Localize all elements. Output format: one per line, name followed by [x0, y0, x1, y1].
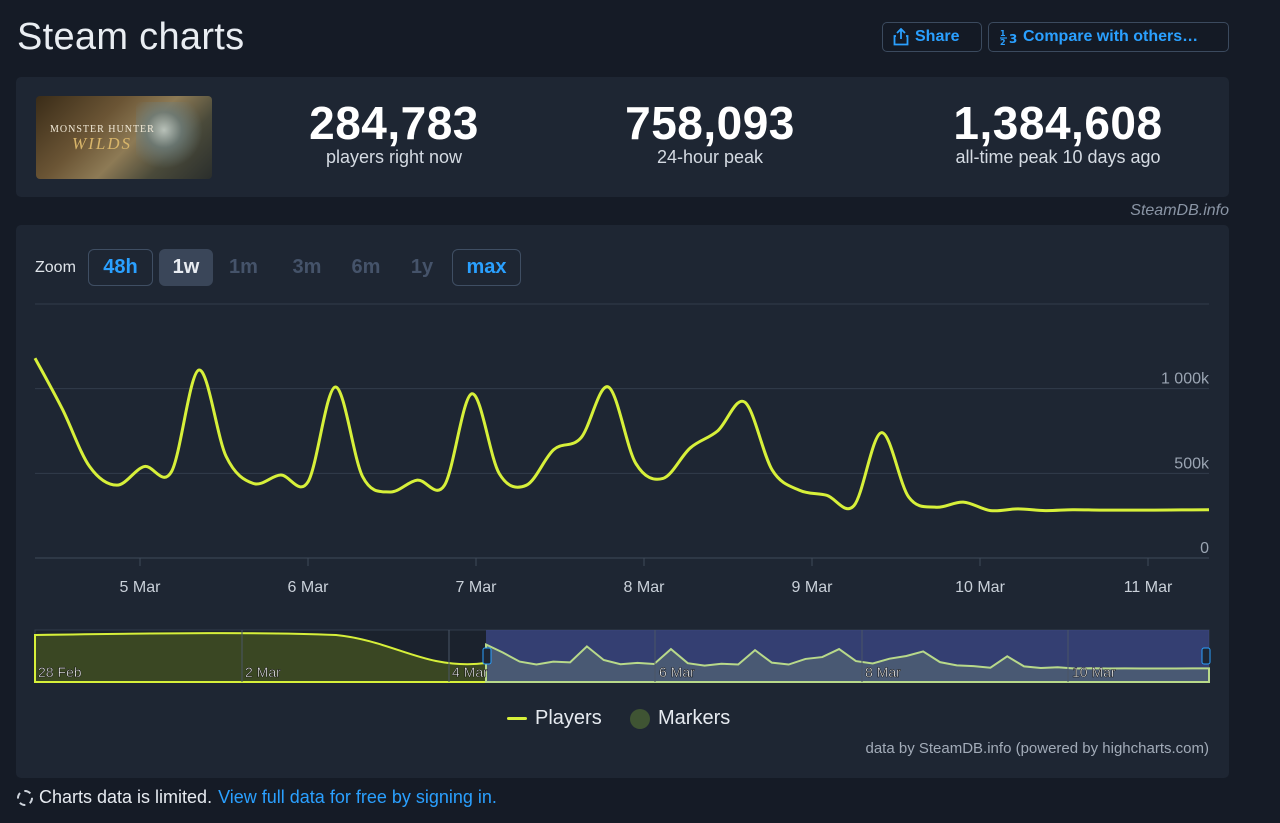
- share-icon: [893, 28, 909, 46]
- compare-label: Compare with others…: [1023, 28, 1199, 45]
- highcharts-credit[interactable]: data by SteamDB.info (powered by highcha…: [865, 740, 1210, 757]
- markers-legend-icon: [630, 708, 650, 729]
- navigator-selected-series: [485, 642, 1210, 683]
- peak-24h-value: 758,093: [625, 97, 795, 149]
- peak-24h-stat: 758,093 24-hour peak: [570, 97, 850, 168]
- zoom-label: Zoom: [35, 259, 76, 276]
- players-now-stat: 284,783 players right now: [254, 97, 534, 168]
- zoom-max-button[interactable]: max: [452, 249, 521, 286]
- y-tick-label: 500k: [1174, 455, 1210, 472]
- navigator-right-handle: [1201, 647, 1211, 665]
- game-thumbnail[interactable]: MONSTER HUNTER WILDS: [36, 96, 212, 179]
- x-tick-label: 6 Mar: [288, 579, 330, 596]
- x-tick-label: 8 Mar: [624, 579, 666, 596]
- zoom-3m-button[interactable]: 3m: [292, 256, 322, 278]
- legend-markers-label: Markers: [658, 707, 731, 729]
- navigator[interactable]: 28 Feb 2 Mar 4 Mar 6 Mar 8 Mar 10 Mar: [34, 629, 1211, 683]
- x-tick-label: 11 Mar: [1124, 579, 1173, 596]
- svg-text:3: 3: [1009, 32, 1017, 46]
- navigator-label: 2 Mar: [245, 664, 281, 680]
- players-now-label: players right now: [325, 147, 463, 167]
- all-time-peak-value: 1,384,608: [953, 97, 1163, 149]
- y-tick-label: 0: [1200, 540, 1209, 557]
- sign-in-link[interactable]: View full data for free by signing in.: [218, 787, 497, 807]
- steamdb-credit[interactable]: SteamDB.info: [1130, 202, 1229, 219]
- zoom-1y-button[interactable]: 1y: [410, 256, 434, 278]
- share-label: Share: [915, 28, 960, 45]
- navigator-label: 10 Mar: [1072, 664, 1116, 680]
- note-text: Charts data is limited.: [39, 787, 213, 807]
- stats-panel: MONSTER HUNTER WILDS 284,783 players rig…: [16, 77, 1229, 197]
- svg-text:2: 2: [1000, 38, 1006, 46]
- navigator-left-handle: [482, 647, 492, 665]
- x-tick-label: 5 Mar: [120, 579, 162, 596]
- players-legend-icon: [507, 717, 527, 720]
- chart-panel: Zoom 48h 1w 1m 3m 6m 1y max 0 500k 1 000k …: [16, 225, 1229, 778]
- navigator-label: 8 Mar: [865, 664, 901, 680]
- all-time-peak-stat: 1,384,608 all-time peak 10 days ago: [918, 97, 1198, 168]
- navigator-label: 4 Mar: [452, 664, 488, 680]
- legend-players-label: Players: [535, 707, 602, 729]
- x-tick-label: 9 Mar: [792, 579, 834, 596]
- peak-24h-label: 24-hour peak: [656, 147, 764, 167]
- players-chart[interactable]: 0 500k 1 000k 5 Mar 6 Mar 7 Mar 8 Mar 9 Mar 10 …: [16, 225, 1229, 695]
- navigator-label: 28 Feb: [38, 664, 82, 680]
- legend-markers[interactable]: Markers: [630, 707, 730, 730]
- zoom-48h-button[interactable]: 48h: [88, 249, 153, 286]
- page-title: Steam charts: [17, 16, 245, 58]
- all-time-peak-label: all-time peak 10 days ago: [955, 147, 1161, 167]
- data-limited-note: Charts data is limited. View full data f…: [17, 787, 497, 808]
- legend-players[interactable]: Players: [507, 707, 602, 730]
- zoom-6m-button[interactable]: 6m: [351, 256, 381, 278]
- players-now-value: 284,783: [309, 97, 479, 149]
- game-logo-text: MONSTER HUNTER: [50, 124, 155, 135]
- share-button[interactable]: Share: [882, 22, 982, 52]
- game-logo-subtext: WILDS: [72, 134, 133, 153]
- loading-circle-icon: [17, 789, 33, 806]
- svg-text:1: 1: [1000, 29, 1006, 38]
- navigator-label: 6 Mar: [659, 664, 695, 680]
- zoom-1w-button[interactable]: 1w: [159, 249, 213, 286]
- players-series-line: [33, 357, 1210, 513]
- zoom-1m-button[interactable]: 1m: [229, 256, 258, 278]
- navigator-series-area: [34, 632, 487, 683]
- x-tick-label: 7 Mar: [456, 579, 498, 596]
- x-tick-label: 10 Mar: [955, 579, 1005, 596]
- y-tick-label: 1 000k: [1161, 371, 1210, 388]
